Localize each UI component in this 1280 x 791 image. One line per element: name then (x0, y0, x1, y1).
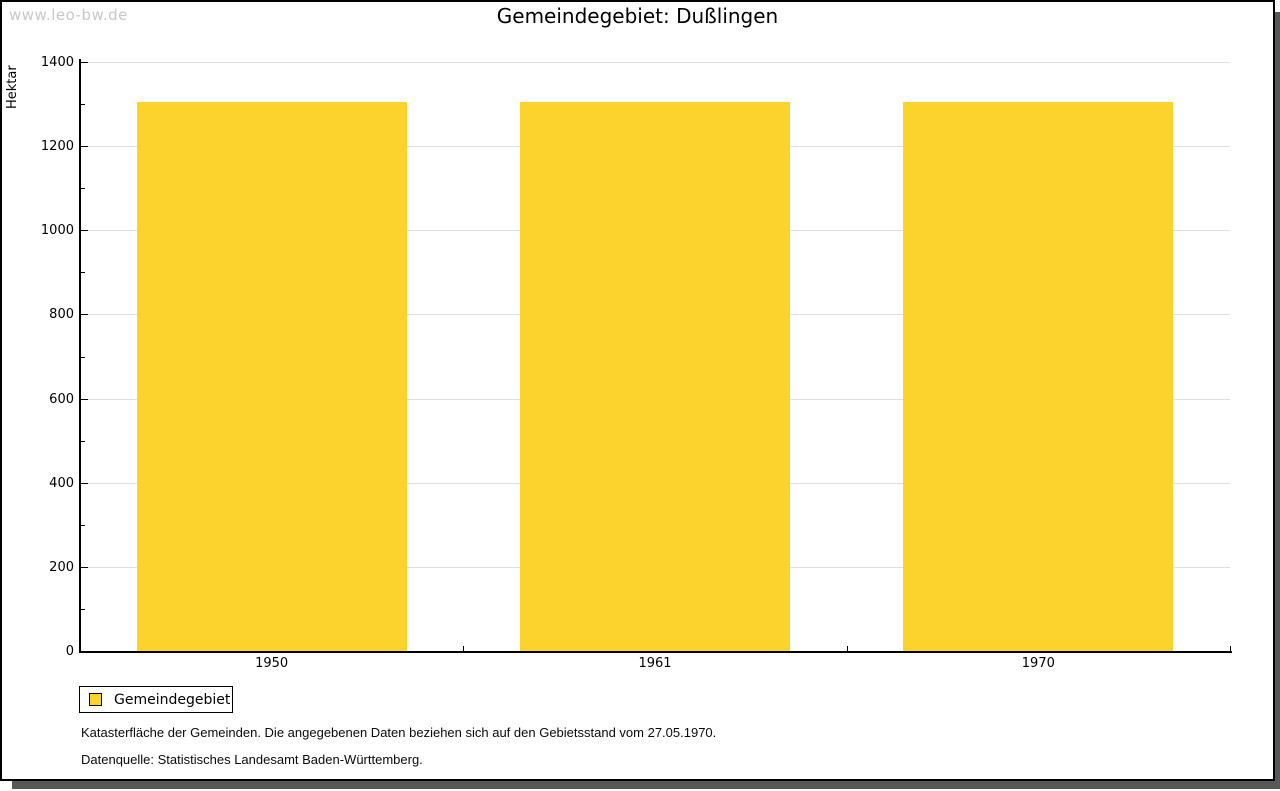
bar-1961 (520, 101, 790, 651)
x-boundary-tick (463, 646, 465, 651)
y-major-tick (81, 566, 88, 568)
y-minor-tick (81, 440, 85, 442)
y-minor-tick (81, 104, 85, 106)
bar-1970 (903, 101, 1174, 651)
legend-label: Gemeindegebiet (114, 691, 231, 708)
y-tick-label: 600 (49, 391, 74, 407)
y-tick-label: 200 (49, 559, 74, 575)
y-tick-label: 1200 (40, 139, 74, 155)
x-boundary-tick (846, 646, 848, 651)
y-minor-tick (81, 524, 85, 526)
legend-swatch-icon (89, 693, 102, 706)
y-major-tick (81, 482, 88, 484)
y-major-tick (81, 62, 88, 63)
y-tick-label: 800 (49, 307, 74, 323)
y-major-tick (81, 230, 88, 232)
x-axis-line (79, 651, 1232, 653)
x-tick-label: 1961 (638, 656, 672, 671)
y-major-tick (81, 398, 88, 400)
footnote-source: Datenquelle: Statistisches Landesamt Bad… (81, 752, 423, 767)
y-tick-label: 400 (49, 475, 74, 491)
y-axis-line (79, 59, 81, 653)
y-major-tick (81, 146, 88, 148)
x-tick-label: 1970 (1021, 656, 1055, 671)
footnote-description: Katasterfläche der Gemeinden. Die angege… (81, 725, 717, 740)
y-minor-tick (81, 356, 85, 358)
legend-box: Gemeindegebiet (79, 686, 233, 713)
watermark-text: www.leo-bw.de (9, 6, 128, 24)
y-minor-tick (81, 272, 85, 274)
y-gridline (80, 62, 1230, 63)
y-minor-tick (81, 188, 85, 190)
y-major-tick (81, 314, 88, 316)
y-minor-tick (81, 608, 85, 610)
x-end-tick (1230, 646, 1231, 651)
y-tick-label: 1400 (40, 55, 74, 70)
x-tick-label: 1950 (255, 656, 289, 671)
y-axis-title: Hektar (5, 65, 20, 109)
bar-1950 (136, 101, 407, 651)
chart-title: Gemeindegebiet: Dußlingen (496, 4, 779, 28)
y-tick-label: 0 (65, 644, 74, 659)
y-tick-label: 1000 (40, 223, 74, 239)
